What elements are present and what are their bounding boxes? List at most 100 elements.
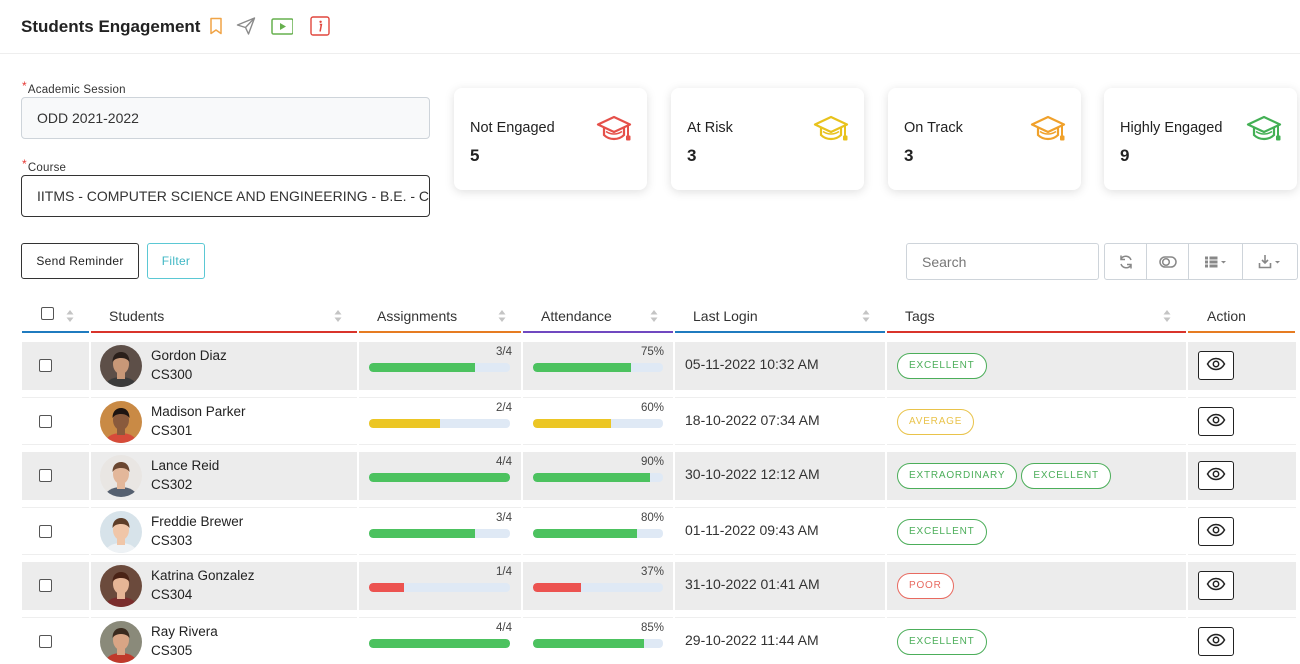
table-cell bbox=[1188, 617, 1296, 664]
tag-list: EXCELLENT bbox=[897, 629, 987, 655]
table-cell: 01-11-2022 09:43 AM bbox=[675, 507, 885, 555]
sort-icon[interactable] bbox=[1163, 309, 1171, 323]
table-cell: POOR bbox=[887, 562, 1186, 610]
eye-icon bbox=[1206, 357, 1226, 374]
tag-list: POOR bbox=[897, 573, 954, 599]
tag-list: EXTRAORDINARY EXCELLENT bbox=[897, 463, 1111, 489]
select-all-header[interactable] bbox=[22, 300, 89, 333]
avatar bbox=[100, 621, 142, 663]
table-cell: 05-11-2022 10:32 AM bbox=[675, 342, 885, 390]
table-row: Lance Reid CS302 4/4 90% 30-10-2022 12:12 AM… bbox=[22, 452, 1296, 500]
bookmark-icon[interactable] bbox=[205, 15, 227, 37]
send-icon[interactable] bbox=[235, 15, 257, 37]
info-icon[interactable] bbox=[309, 15, 331, 37]
on-track-card[interactable]: On Track 3 bbox=[888, 88, 1081, 190]
table-cell: 29-10-2022 11:44 AM bbox=[675, 617, 885, 664]
tag-badge: POOR bbox=[897, 573, 954, 599]
attendance-progress-bar bbox=[533, 473, 663, 482]
play-icon[interactable] bbox=[271, 15, 293, 37]
column-underline bbox=[675, 331, 885, 333]
student-name[interactable]: Madison Parker bbox=[151, 404, 246, 419]
tag-list: AVERAGE bbox=[897, 409, 975, 435]
student-name[interactable]: Freddie Brewer bbox=[151, 514, 244, 529]
students-header[interactable]: Students bbox=[91, 300, 357, 333]
sort-icon[interactable] bbox=[334, 309, 342, 323]
view-button[interactable] bbox=[1198, 351, 1234, 380]
tags-header[interactable]: Tags bbox=[887, 300, 1186, 333]
graduation-cap-icon bbox=[1029, 110, 1067, 148]
assignments-header[interactable]: Assignments bbox=[359, 300, 521, 333]
eye-icon bbox=[1206, 633, 1226, 650]
columns-icon[interactable] bbox=[1189, 244, 1243, 279]
filter-button[interactable]: Filter bbox=[147, 243, 205, 279]
student-name[interactable]: Lance Reid bbox=[151, 458, 220, 473]
table-cell: 3/4 bbox=[359, 342, 521, 390]
avatar bbox=[100, 455, 142, 497]
table-cell: Katrina Gonzalez CS304 bbox=[91, 562, 357, 610]
attendance-progress-bar bbox=[533, 639, 663, 648]
assignment-ratio: 3/4 bbox=[496, 346, 512, 358]
assignment-progress-bar bbox=[369, 473, 510, 482]
table-cell bbox=[1188, 397, 1296, 445]
table-row: Katrina Gonzalez CS304 1/4 37% 31-10-2022 01… bbox=[22, 562, 1296, 610]
view-button[interactable] bbox=[1198, 517, 1234, 546]
table-cell: Madison Parker CS301 bbox=[91, 397, 357, 445]
sort-icon[interactable] bbox=[650, 309, 658, 323]
row-checkbox[interactable] bbox=[39, 635, 52, 648]
student-name[interactable]: Katrina Gonzalez bbox=[151, 568, 255, 583]
academic-session-field[interactable] bbox=[21, 97, 430, 139]
tag-badge: EXCELLENT bbox=[897, 519, 987, 545]
table-cell: AVERAGE bbox=[887, 397, 1186, 445]
column-label: Action bbox=[1207, 308, 1246, 324]
column-label: Attendance bbox=[541, 308, 612, 324]
export-icon[interactable] bbox=[1243, 244, 1297, 279]
table-cell bbox=[1188, 562, 1296, 610]
column-label: Students bbox=[109, 308, 165, 324]
row-checkbox[interactable] bbox=[39, 469, 52, 482]
attendance-header[interactable]: Attendance bbox=[523, 300, 673, 333]
attendance-progress-bar bbox=[533, 419, 663, 428]
table-cell: 60% bbox=[523, 397, 673, 445]
table-row: Freddie Brewer CS303 3/4 80% 01-11-2022 09:4… bbox=[22, 507, 1296, 555]
toggle-icon[interactable] bbox=[1147, 244, 1189, 279]
assignment-progress-bar bbox=[369, 419, 510, 428]
table-cell: 4/4 bbox=[359, 617, 521, 664]
assignment-progress-bar bbox=[369, 639, 510, 648]
column-underline bbox=[359, 331, 521, 333]
attendance-percent: 90% bbox=[640, 456, 664, 468]
view-button[interactable] bbox=[1198, 627, 1234, 656]
progress-fill bbox=[533, 583, 582, 592]
refresh-icon[interactable] bbox=[1105, 244, 1147, 279]
last-login-header[interactable]: Last Login bbox=[675, 300, 885, 333]
row-checkbox[interactable] bbox=[39, 579, 52, 592]
send-reminder-button[interactable]: Send Reminder bbox=[21, 243, 139, 279]
sort-icon[interactable] bbox=[498, 309, 506, 323]
sort-icon[interactable] bbox=[862, 309, 870, 323]
column-label: Assignments bbox=[377, 308, 458, 324]
sort-icon[interactable] bbox=[66, 309, 74, 323]
course-select[interactable]: IITMS - COMPUTER SCIENCE AND ENGINEERING… bbox=[21, 175, 430, 217]
row-checkbox[interactable] bbox=[39, 359, 52, 372]
attendance-percent: 75% bbox=[640, 346, 664, 358]
progress-fill bbox=[369, 583, 405, 592]
student-code: CS304 bbox=[151, 587, 193, 602]
table-cell: 31-10-2022 01:41 AM bbox=[675, 562, 885, 610]
highly-engaged-card[interactable]: Highly Engaged 9 bbox=[1104, 88, 1297, 190]
view-button[interactable] bbox=[1198, 407, 1234, 436]
search-input[interactable] bbox=[906, 243, 1099, 280]
student-name[interactable]: Gordon Diaz bbox=[151, 348, 227, 363]
view-button[interactable] bbox=[1198, 461, 1234, 490]
not-engaged-card[interactable]: Not Engaged 5 bbox=[454, 88, 647, 190]
select-all-checkbox[interactable] bbox=[41, 307, 54, 320]
table-cell: EXCELLENT bbox=[887, 507, 1186, 555]
view-button[interactable] bbox=[1198, 571, 1234, 600]
row-checkbox[interactable] bbox=[39, 525, 52, 538]
student-name[interactable]: Ray Rivera bbox=[151, 624, 218, 639]
student-code: CS305 bbox=[151, 643, 193, 658]
row-checkbox[interactable] bbox=[39, 415, 52, 428]
column-underline bbox=[523, 331, 673, 333]
at-risk-card[interactable]: At Risk 3 bbox=[671, 88, 864, 190]
last-login: 01-11-2022 09:43 AM bbox=[685, 522, 819, 538]
tag-badge: EXCELLENT bbox=[897, 353, 987, 379]
table-cell: Lance Reid CS302 bbox=[91, 452, 357, 500]
